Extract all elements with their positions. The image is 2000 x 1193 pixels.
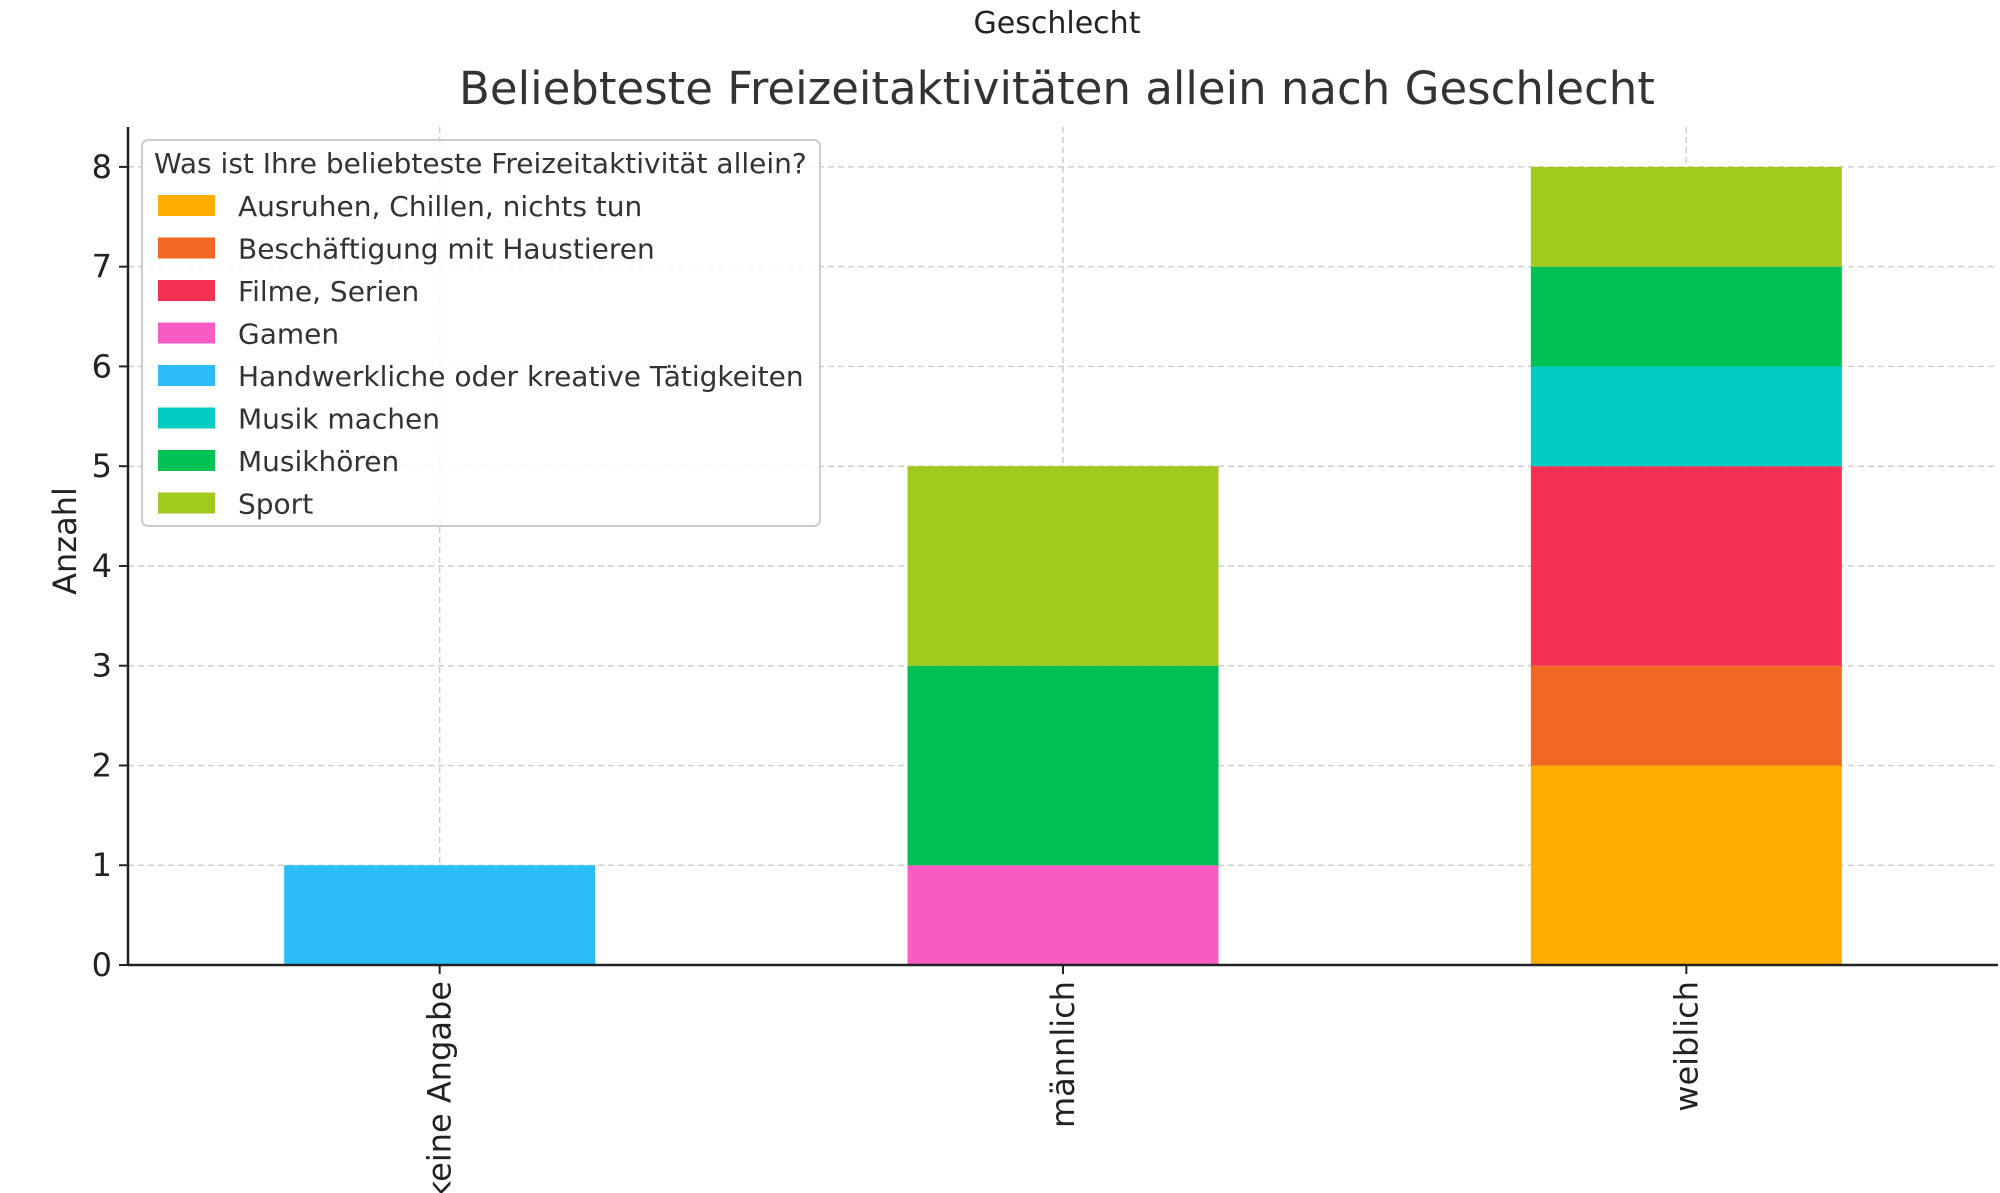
y-tick-label: 2 [92,746,112,784]
bars [284,166,1842,965]
y-tick-label: 0 [92,946,112,984]
x-tick-label: weiblich [1667,981,1705,1112]
bar-segment [1530,665,1842,766]
y-tick-label: 6 [92,347,112,385]
legend: Was ist Ihre beliebteste Freizeitaktivit… [141,139,821,527]
legend-entry-label: Gamen [238,318,339,351]
bar-segment [1530,765,1842,965]
bar-segment [1530,266,1842,367]
legend-entry-label: Sport [238,488,313,521]
x-tick-label: keine Angabe [421,981,459,1193]
legend-swatch [158,450,215,471]
chart-supertitle: Geschlecht [974,6,1141,41]
y-tick-label: 7 [92,248,112,286]
y-tick-label: 4 [92,547,112,585]
y-tick-label: 8 [92,148,112,186]
legend-entry-label: Musik machen [238,403,440,436]
axes [119,127,1998,974]
x-tick-labels: keine Angabe männlich weiblich [421,981,1706,1193]
y-tick-label: 3 [92,647,112,685]
legend-entry-label: Ausruhen, Chillen, nichts tun [238,190,642,223]
legend-entry-label: Beschäftigung mit Haustieren [238,233,655,266]
legend-swatch [158,237,215,259]
bar-segment [907,665,1219,866]
bar-segment [1530,466,1842,666]
bar-segment [1530,166,1842,267]
legend-swatch [158,195,215,216]
chart-title: Beliebteste Freizeitaktivitäten allein n… [459,62,1655,115]
legend-swatch [158,365,215,386]
legend-swatch [158,280,215,301]
y-tick-label: 5 [92,447,112,485]
y-tick-labels: 0 1 2 3 4 5 6 7 8 [92,148,112,984]
bar-segment [284,865,596,965]
legend-entry-label: Filme, Serien [238,275,419,308]
legend-swatch [158,322,215,344]
bar-segment [1530,366,1842,467]
legend-swatch [158,407,215,429]
x-tick-label: männlich [1044,981,1082,1128]
y-tick-label: 1 [92,846,112,884]
bar-segment [907,466,1219,666]
legend-entry-label: Musikhören [238,445,399,478]
legend-swatch [158,492,215,514]
bar-segment [907,865,1219,965]
legend-box [141,139,821,527]
legend-entry-label: Handwerkliche oder kreative Tätigkeiten [238,360,804,393]
y-axis-label: Anzahl [46,487,84,595]
legend-title: Was ist Ihre beliebteste Freizeitaktivit… [154,147,807,180]
